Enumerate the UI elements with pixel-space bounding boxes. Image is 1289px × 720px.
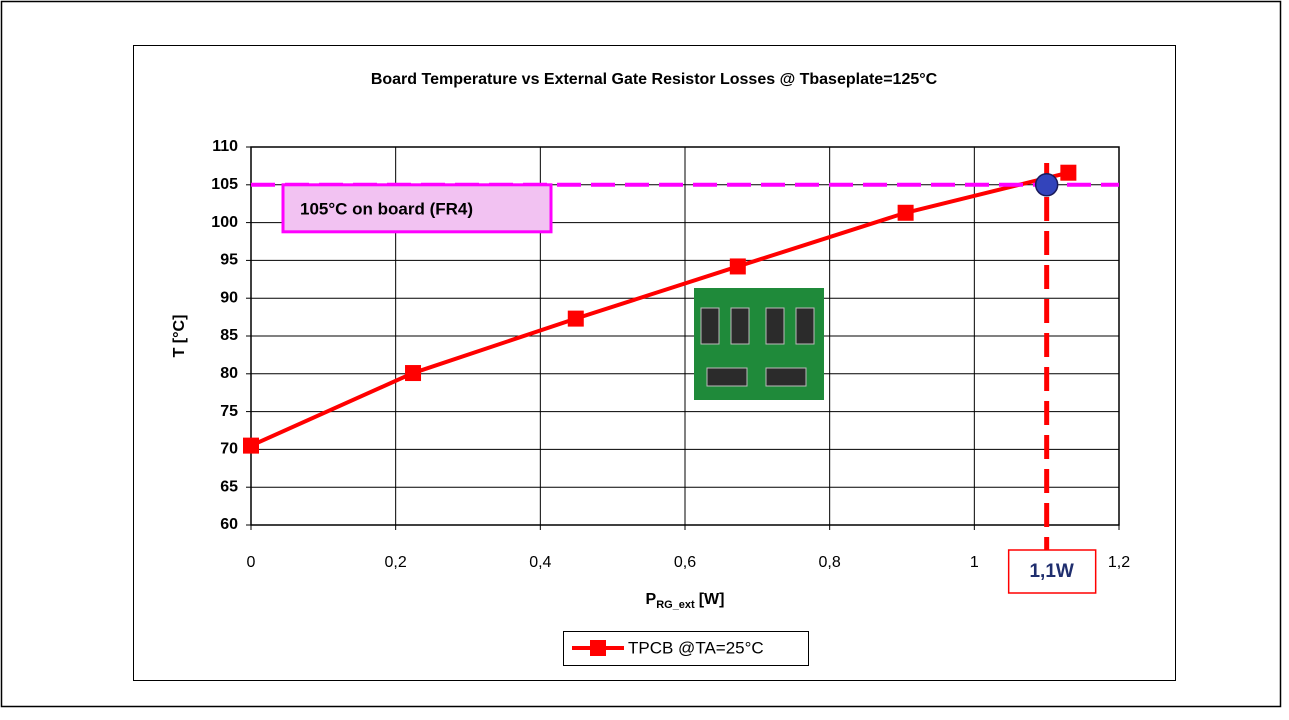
y-tick-label: 60 [220, 516, 238, 533]
y-tick-label: 75 [220, 403, 238, 420]
chart-frame [133, 45, 1176, 681]
x-axis-label: PRG_ext [W] [646, 591, 725, 611]
series-marker [567, 310, 584, 327]
reference-label-box [281, 183, 553, 234]
photo-resistor [765, 367, 807, 387]
y-tick-label: 80 [220, 365, 238, 382]
photo-resistor [730, 307, 750, 345]
x-tick-label: 0 [247, 554, 256, 571]
y-tick-label: 100 [211, 214, 238, 231]
photo-resistor [706, 367, 748, 387]
legend-marker [590, 640, 606, 656]
resistor-photo [694, 288, 824, 400]
y-tick-label: 70 [220, 441, 238, 458]
photo-resistor [795, 307, 815, 345]
series-marker [405, 365, 422, 382]
plot-area [250, 146, 1120, 526]
x-tick-label: 0,4 [529, 554, 551, 571]
chart-title: Board Temperature vs External Gate Resis… [371, 71, 938, 88]
photo-resistor [765, 307, 785, 345]
series-marker [1060, 164, 1077, 181]
x-tick-label: 0,8 [819, 554, 841, 571]
x-tick-label: 1 [970, 554, 979, 571]
y-tick-label: 90 [220, 289, 238, 306]
reference-label: 105°C on board (FR4) [300, 199, 473, 218]
x-tick-label: 0,6 [674, 554, 696, 571]
intersection-point [1034, 173, 1059, 197]
y-tick-label: 95 [220, 252, 238, 269]
x-label-main: P [646, 591, 657, 608]
series-line [250, 170, 1069, 448]
x-label-unit: [W] [699, 591, 725, 608]
y-tick-label: 65 [220, 478, 238, 495]
y-tick-label: 110 [212, 138, 238, 155]
series-marker [243, 437, 259, 454]
x-label-sub: RG_ext [656, 599, 695, 611]
legend-label: TPCB @TA=25°C [628, 638, 764, 657]
photo-resistor [700, 307, 720, 345]
x-tick-label: 1,2 [1108, 554, 1130, 571]
x-tick-label: 0,2 [385, 554, 407, 571]
series-marker [729, 258, 746, 275]
y-tick-label: 105 [211, 176, 238, 193]
reference-label: 1,1W [1029, 561, 1073, 582]
series-marker [897, 204, 914, 221]
y-axis-label: T [°C] [171, 315, 188, 358]
reference-label-box [1007, 549, 1097, 594]
y-tick-label: 85 [220, 327, 238, 344]
